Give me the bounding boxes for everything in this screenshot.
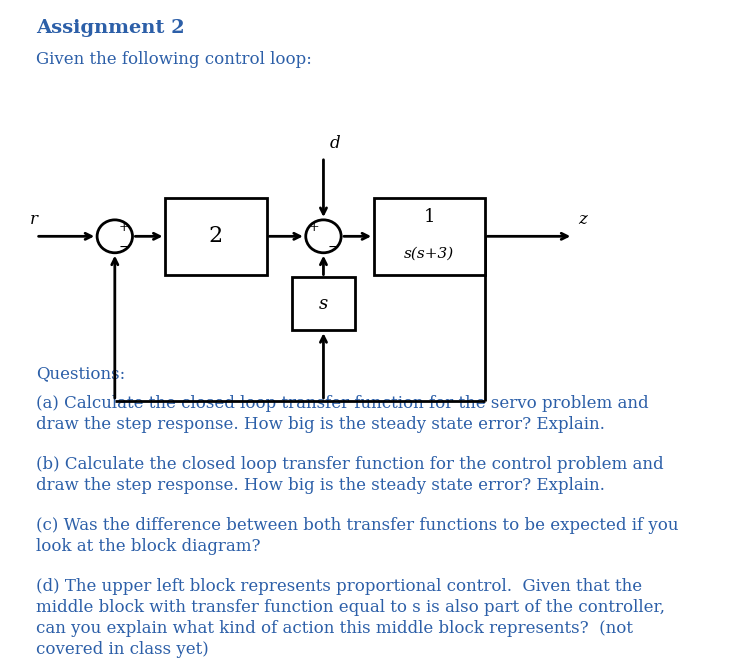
Text: +: + [309, 221, 320, 234]
Text: d: d [330, 135, 341, 152]
Text: Questions:: Questions: [35, 366, 125, 382]
Text: (b) Calculate the closed loop transfer function for the control problem and
draw: (b) Calculate the closed loop transfer f… [35, 456, 664, 494]
Text: 1: 1 [423, 208, 435, 226]
Text: +: + [118, 221, 129, 234]
Text: z: z [578, 211, 587, 228]
Text: (d) The upper left block represents proportional control.  Given that the
middle: (d) The upper left block represents prop… [35, 578, 665, 658]
Text: s(s+3): s(s+3) [404, 247, 454, 261]
Text: (c) Was the difference between both transfer functions to be expected if you
loo: (c) Was the difference between both tran… [35, 517, 678, 555]
Text: s: s [319, 295, 328, 313]
Text: −: − [118, 240, 130, 254]
Bar [292, 278, 355, 331]
Text: −: − [327, 240, 339, 254]
Bar [166, 198, 267, 274]
Bar [374, 198, 485, 274]
Text: r: r [30, 211, 38, 228]
Text: Assignment 2: Assignment 2 [35, 19, 185, 37]
Text: Given the following control loop:: Given the following control loop: [35, 51, 312, 68]
Text: 2: 2 [209, 225, 223, 247]
Circle shape [306, 220, 341, 253]
Circle shape [97, 220, 132, 253]
Text: (a) Calculate the closed loop transfer function for the servo problem and
draw t: (a) Calculate the closed loop transfer f… [35, 395, 648, 433]
